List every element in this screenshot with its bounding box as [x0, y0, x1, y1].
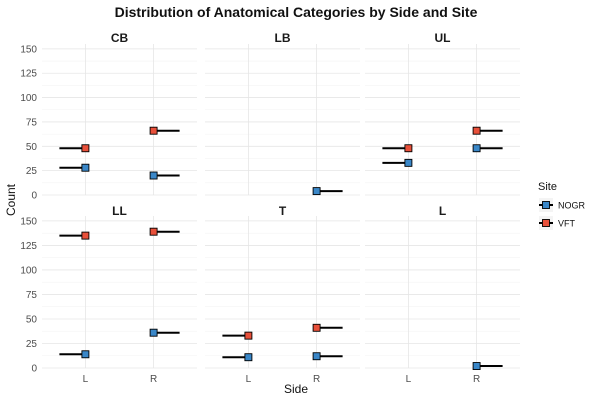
- strip-label: CB: [111, 31, 129, 45]
- y-tick-label: 125: [20, 69, 37, 80]
- y-tick-label: 150: [20, 216, 37, 227]
- y-tick-label: 25: [26, 166, 38, 177]
- data-point: [149, 328, 158, 337]
- data-point: [472, 144, 481, 153]
- y-tick-label: 150: [20, 44, 37, 55]
- x-axis-title: Side: [284, 382, 308, 396]
- x-tick-label: R: [313, 374, 320, 385]
- data-point: [472, 362, 481, 370]
- y-tick-label: 100: [20, 93, 37, 104]
- y-tick-label: 75: [26, 117, 38, 128]
- strip-label: UL: [435, 31, 451, 45]
- y-tick-label: 25: [26, 339, 38, 350]
- x-tick-label: R: [150, 374, 157, 385]
- x-tick-label: L: [83, 374, 89, 385]
- data-point: [244, 331, 253, 340]
- panel-LB: LB: [205, 31, 360, 196]
- legend-key-marker: [542, 219, 550, 227]
- data-point: [404, 158, 413, 167]
- data-point: [149, 126, 158, 135]
- strip-label: LL: [112, 204, 127, 218]
- x-tick-label: L: [406, 374, 412, 385]
- panel-CB: CB 0 25 50 75 100 125 150: [20, 31, 197, 202]
- chart-title: Distribution of Anatomical Categories by…: [115, 4, 478, 20]
- data-point: [81, 350, 90, 359]
- data-point: [312, 352, 321, 361]
- x-tick-label: L: [246, 374, 252, 385]
- data-point: [404, 144, 413, 153]
- legend-title: Site: [538, 181, 557, 193]
- data-point: [312, 187, 321, 196]
- data-point: [81, 163, 90, 172]
- legend-label: NOGR: [558, 201, 586, 211]
- panel-UL: UL: [365, 31, 520, 196]
- data-point: [244, 353, 253, 362]
- x-tick-label: R: [473, 374, 480, 385]
- data-point: [81, 144, 90, 153]
- y-tick-label: 50: [26, 314, 38, 325]
- y-tick-label: 50: [26, 142, 38, 153]
- legend: Site NOGR VFT: [538, 181, 586, 230]
- legend-label: VFT: [558, 219, 576, 229]
- data-point: [472, 126, 481, 135]
- panel-LL: LL 0 25 50 75 100 125 150 L R: [20, 204, 197, 385]
- y-tick-label: 0: [31, 364, 37, 375]
- strip-label: LB: [275, 31, 291, 45]
- data-point: [149, 171, 158, 180]
- strip-label: L: [439, 204, 446, 218]
- y-tick-label: 100: [20, 265, 37, 276]
- panel-T: T L R: [205, 204, 360, 385]
- strip-label: T: [279, 204, 287, 218]
- y-axis-title: Count: [4, 183, 18, 216]
- data-point: [81, 231, 90, 240]
- data-point: [149, 227, 158, 236]
- data-point: [312, 323, 321, 332]
- y-tick-label: 75: [26, 290, 38, 301]
- y-tick-label: 125: [20, 241, 37, 252]
- legend-key-marker: [542, 201, 550, 209]
- y-tick-label: 0: [31, 191, 37, 202]
- panel-L: L L R: [365, 204, 520, 385]
